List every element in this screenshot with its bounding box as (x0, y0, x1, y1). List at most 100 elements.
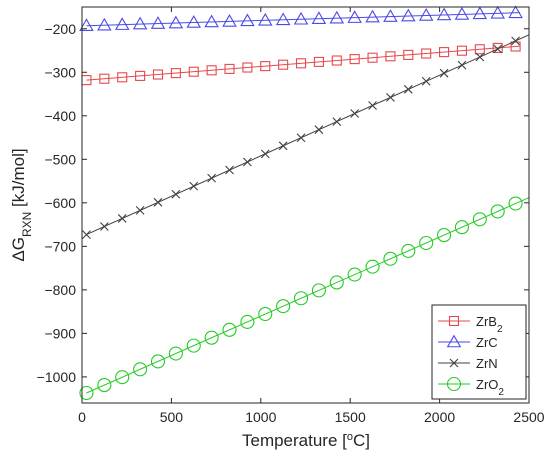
data-point-x (386, 93, 395, 102)
data-point-square (367, 52, 378, 63)
data-point-triangle (401, 8, 416, 22)
series-line (86, 45, 521, 81)
data-point-circle (150, 354, 166, 369)
data-point-triangle (222, 13, 237, 27)
data-point-square (260, 61, 271, 72)
data-point-square (403, 49, 414, 60)
y-axis-label: ΔGRXN [kJ/mol] (9, 148, 34, 261)
data-point-circle (437, 228, 452, 243)
data-point-circle (383, 251, 398, 266)
data-point-square (99, 73, 110, 84)
data-point-x (189, 181, 199, 191)
data-point-x (314, 125, 324, 135)
data-point-square (313, 56, 324, 67)
data-point-x (511, 36, 520, 46)
data-point-circle (329, 275, 344, 290)
data-point-x (135, 205, 145, 215)
data-point-circle (419, 235, 434, 251)
data-point-square (349, 54, 360, 65)
y-tick-label: −600 (44, 195, 76, 211)
data-point-x (493, 44, 503, 54)
data-point-x (350, 109, 360, 118)
y-tick-label: −400 (44, 108, 76, 124)
y-tick-label: −900 (44, 325, 76, 341)
data-point-circle (454, 220, 470, 235)
data-point-triangle (114, 17, 130, 30)
plot-frame (81, 6, 530, 404)
data-point-x (278, 141, 288, 151)
legend-label: ZrC (476, 335, 498, 350)
data-point-square (492, 42, 503, 53)
series-ZrC (79, 5, 523, 32)
data-point-x (403, 84, 413, 94)
data-point-square (439, 47, 450, 58)
data-point-square (188, 66, 199, 77)
data-point-x (457, 60, 467, 70)
data-point-circle (115, 370, 130, 385)
data-point-square (385, 51, 396, 62)
data-point-square (474, 44, 485, 55)
data-point-circle (222, 322, 237, 337)
y-tick-label: −300 (44, 64, 76, 80)
data-point-square (224, 63, 235, 74)
data-point-square (170, 68, 181, 79)
data-point-circle (365, 259, 380, 274)
data-point-triangle (436, 7, 452, 21)
data-point-x (225, 165, 234, 175)
data-point-x (207, 173, 217, 183)
data-point-triangle (383, 9, 398, 22)
data-point-square (206, 65, 217, 76)
series-ZrN (82, 34, 530, 239)
data-point-triangle (472, 6, 488, 20)
series-ZrO2 (79, 196, 530, 401)
data-point-circle (133, 362, 148, 377)
data-point-circle (168, 346, 183, 361)
data-point-square (448, 315, 460, 327)
data-point-x (243, 157, 252, 167)
data-point-triangle (186, 15, 202, 28)
data-point-triangle (508, 5, 523, 19)
data-point-square (135, 70, 146, 81)
y-tick-label: −700 (44, 238, 76, 254)
series-line (86, 34, 530, 236)
y-axis: −1000 −900 −800 −700 −600 −500 −400 −300 −200 (37, 21, 529, 385)
x-tick-label: 2500 (513, 409, 544, 425)
data-point-triangle (97, 17, 112, 31)
data-point-x (368, 101, 377, 110)
data-point-triangle (79, 18, 94, 32)
data-point-x (439, 68, 449, 78)
data-point-square (510, 41, 521, 52)
data-point-triangle (168, 15, 184, 29)
data-point-x (117, 214, 127, 223)
data-point-square (421, 48, 432, 59)
data-point-square (331, 55, 342, 66)
x-tick-label: 2000 (424, 409, 455, 425)
data-point-x (332, 117, 342, 126)
data-point-x (296, 133, 306, 143)
data-point-triangle (329, 10, 345, 24)
data-point-circle (97, 378, 112, 393)
x-axis-label: Temperature [oC] (242, 431, 370, 450)
series-ZrB2 (81, 41, 521, 86)
data-point-triangle (454, 6, 470, 20)
data-point-triangle (257, 12, 273, 26)
y-tick-label: −500 (44, 151, 76, 167)
data-point-circle (508, 196, 523, 211)
data-point-circle (446, 376, 462, 392)
data-point-square (278, 59, 289, 70)
data-point-circle (490, 204, 505, 219)
data-point-x (475, 52, 485, 62)
data-point-x (99, 222, 109, 231)
data-point-triangle (418, 8, 434, 21)
data-point-x (449, 358, 459, 368)
data-point-triangle (365, 9, 380, 23)
data-point-square (152, 69, 164, 80)
data-point-triangle (311, 11, 327, 25)
data-point-triangle (446, 334, 462, 348)
data-point-x (82, 230, 91, 239)
data-point-x (153, 197, 163, 207)
data-point-triangle (240, 13, 255, 27)
y-tick-label: −800 (44, 282, 76, 298)
data-point-circle (347, 267, 362, 282)
